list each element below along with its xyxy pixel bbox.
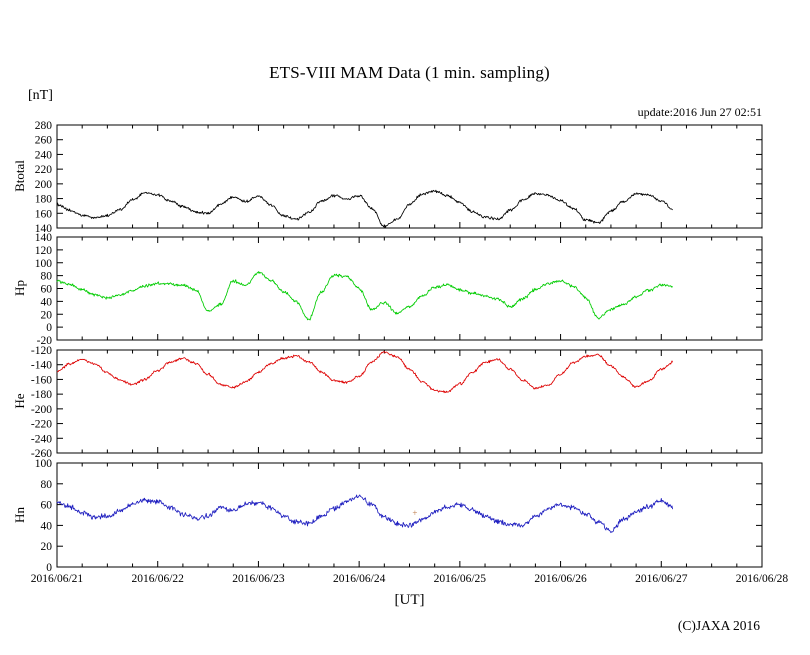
y-tick-label: 60 xyxy=(41,500,53,512)
series-line-hp xyxy=(56,271,673,321)
y-tick-label: 40 xyxy=(41,520,53,532)
y-tick-label: -120 xyxy=(31,345,52,357)
y-tick-label: -20 xyxy=(37,335,53,347)
y-tick-label: 80 xyxy=(41,271,53,283)
y-tick-label: 0 xyxy=(46,562,52,574)
page-title: ETS-VIII MAM Data (1 min. sampling) xyxy=(269,63,550,82)
y-tick-label: 280 xyxy=(35,120,53,132)
panel-frame-hn xyxy=(56,462,763,568)
y-tick-label: 20 xyxy=(41,309,53,321)
y-tick-label: 0 xyxy=(46,322,52,334)
y-tick-label: -200 xyxy=(31,404,52,416)
y-tick-label: 200 xyxy=(35,179,53,191)
x-tick-label: 2016/06/24 xyxy=(333,573,386,585)
y-tick-label: -160 xyxy=(31,374,52,386)
y-tick-label: -260 xyxy=(31,448,52,460)
y-tick-label: 120 xyxy=(35,245,53,257)
x-tick-label: 2016/06/25 xyxy=(434,573,487,585)
y-unit-label: [nT] xyxy=(28,88,53,103)
y-tick-label: 140 xyxy=(35,223,53,235)
artifact-plus-marker: + xyxy=(412,508,417,518)
series-line-hn xyxy=(56,494,674,534)
x-tick-label: 2016/06/21 xyxy=(31,573,84,585)
x-tick-label: 2016/06/26 xyxy=(534,573,587,585)
y-tick-label: 140 xyxy=(35,232,53,244)
y-tick-label: 60 xyxy=(41,284,53,296)
y-tick-label: 160 xyxy=(35,208,53,220)
y-tick-label: -140 xyxy=(31,360,52,372)
panel-frame-he xyxy=(56,349,763,454)
y-tick-label: -220 xyxy=(31,419,52,431)
y-tick-label: -240 xyxy=(31,433,52,445)
y-tick-label: 40 xyxy=(41,296,53,308)
series-line-he xyxy=(56,351,674,394)
copyright-label: (C)JAXA 2016 xyxy=(677,618,760,633)
y-tick-label: 260 xyxy=(35,135,53,147)
y-tick-label: 180 xyxy=(35,194,53,206)
x-axis-label: [UT] xyxy=(394,592,425,608)
y-tick-label: 100 xyxy=(35,458,53,470)
panel-frame-btotal xyxy=(56,124,763,229)
x-tick-label: 2016/06/22 xyxy=(132,573,185,585)
x-tick-label: 2016/06/28 xyxy=(736,573,789,585)
x-tick-label: 2016/06/23 xyxy=(232,573,285,585)
y-tick-label: 20 xyxy=(41,541,53,553)
panel-frame-hp xyxy=(56,236,763,341)
update-timestamp: update:2016 Jun 27 02:51 xyxy=(637,105,762,119)
x-tick-label: 2016/06/27 xyxy=(635,573,688,585)
y-tick-label: 100 xyxy=(35,258,53,270)
y-tick-label: 80 xyxy=(41,479,53,491)
y-tick-label: 240 xyxy=(35,149,53,161)
y-tick-label: -180 xyxy=(31,389,52,401)
y-tick-label: 220 xyxy=(35,164,53,176)
series-line-btotal xyxy=(56,189,673,228)
